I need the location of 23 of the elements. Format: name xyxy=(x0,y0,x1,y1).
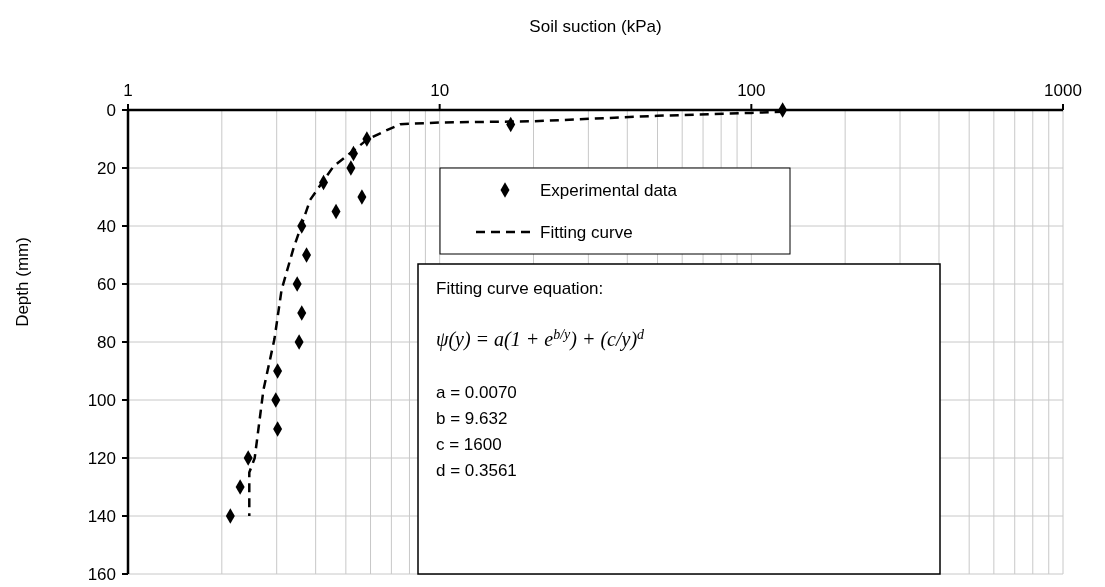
y-tick-label: 20 xyxy=(97,158,116,178)
x-tick-label: 100 xyxy=(737,81,766,100)
y-axis-title: Depth (mm) xyxy=(13,237,32,327)
x-tick-label: 1000 xyxy=(1044,81,1082,100)
y-tick-label: 100 xyxy=(87,390,116,410)
x-tick-label: 10 xyxy=(430,81,450,100)
y-tick-label: 120 xyxy=(87,448,116,468)
x-axis-title: Soil suction (kPa) xyxy=(529,17,662,36)
legend-label: Fitting curve xyxy=(540,222,633,242)
y-tick-label: 80 xyxy=(97,332,116,352)
annotation: a = 0.0070 xyxy=(436,383,517,402)
x-tick-label: 1 xyxy=(123,81,133,100)
annotation: Fitting curve equation: xyxy=(436,279,604,298)
y-tick-label: 160 xyxy=(87,564,116,584)
annotation: b = 9.632 xyxy=(436,409,508,428)
y-tick-label: 60 xyxy=(97,274,116,294)
annotation: d = 0.3561 xyxy=(436,461,517,480)
y-tick-label: 140 xyxy=(87,506,116,526)
y-tick-label: 40 xyxy=(97,216,116,236)
annotation: ψ(y) = a(1 + e$^{b/y}$) + (c/y)$^{d}$ xyxy=(436,326,646,351)
y-tick-label: 0 xyxy=(106,100,116,120)
legend-label: Experimental data xyxy=(540,180,678,200)
annotation: c = 1600 xyxy=(436,435,502,454)
